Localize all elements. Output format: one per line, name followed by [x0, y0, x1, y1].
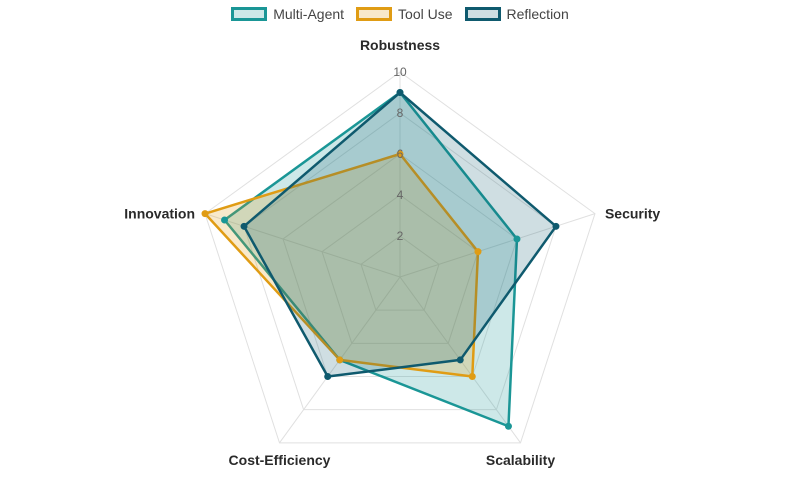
tick-label-4: 4: [397, 188, 404, 202]
legend-item-reflection[interactable]: Reflection: [464, 6, 569, 22]
series-point-2-0: [396, 89, 404, 96]
axis-label-cost-efficiency: Cost-Efficiency: [229, 452, 331, 468]
legend-label-reflection: Reflection: [506, 6, 569, 22]
legend-label-multi-agent: Multi-Agent: [273, 6, 345, 22]
series-point-2-2: [456, 356, 464, 364]
series-point-1-1: [474, 248, 482, 256]
tick-label-2: 2: [397, 229, 404, 243]
legend-label-tool-use: Tool Use: [398, 6, 453, 22]
grid-ring-4: [321, 194, 479, 344]
legend: Multi-Agent Tool Use Reflection: [0, 6, 800, 22]
axis-label-scalability: Scalability: [486, 452, 555, 468]
legend-swatch-tool-use: [356, 7, 393, 21]
series-point-0-1: [513, 235, 521, 243]
series-point-0-4: [221, 216, 229, 224]
tick-label-10: 10: [393, 65, 407, 79]
series-point-1-2: [468, 373, 476, 381]
legend-item-tool-use[interactable]: Tool Use: [356, 6, 453, 22]
grid-ring-2: [360, 235, 440, 311]
grid-ring-8: [243, 112, 557, 411]
axis-label-robustness: Robustness: [360, 37, 440, 53]
series-point-1-4: [201, 210, 209, 218]
legend-item-multi-agent[interactable]: Multi-Agent: [231, 6, 344, 22]
series-point-0-2: [504, 422, 512, 430]
axis-label-innovation: Innovation: [124, 206, 195, 222]
axis-label-security: Security: [605, 206, 660, 222]
series-area-1: [203, 152, 480, 378]
grid-ring-6: [282, 153, 518, 378]
series-point-1-0: [396, 150, 404, 158]
legend-swatch-multi-agent: [231, 7, 268, 21]
grid-spoke-4: [204, 213, 401, 278]
tick-label-6: 6: [397, 147, 404, 161]
series-point-1-3: [336, 356, 344, 364]
grid-spoke-1: [399, 213, 596, 278]
series-area-2: [242, 91, 558, 378]
legend-swatch-reflection: [464, 7, 501, 21]
series-point-2-3: [324, 373, 332, 381]
series-point-2-1: [552, 222, 560, 230]
series-point-2-4: [240, 222, 248, 230]
tick-label-8: 8: [397, 106, 404, 120]
grid-ring-10: [204, 71, 596, 444]
